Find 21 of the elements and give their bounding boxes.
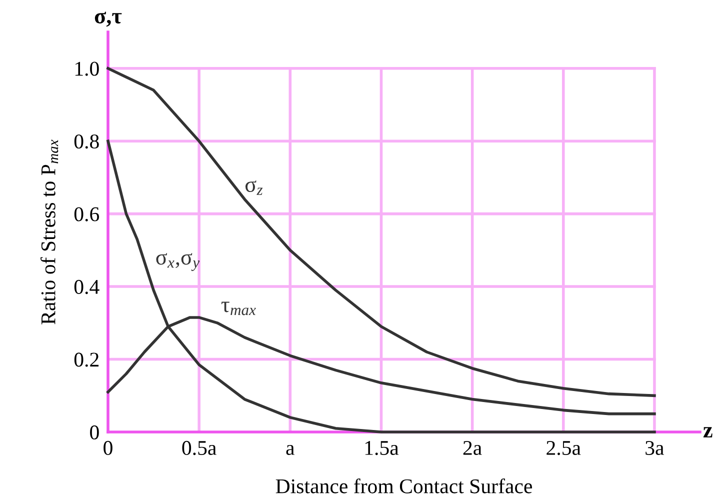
x-tick-label: 0	[104, 440, 112, 455]
y-tick-label: 0.6	[74, 207, 100, 222]
x-tick-label: 1.5a	[365, 441, 399, 456]
y-tick-label: 0.8	[74, 134, 99, 149]
y-tick-label: 0	[90, 425, 99, 440]
x-tick-label: 2a	[463, 440, 482, 455]
series-label: τ$_{max}$	[221, 302, 256, 316]
line-series	[106, 140, 656, 434]
x-tick-label: 3a	[646, 440, 664, 455]
y-tick-label: 1.0	[75, 62, 99, 76]
text: z	[703, 427, 712, 438]
x-tick-label: 0.5a	[182, 440, 216, 456]
y-tick-label: 0.4	[74, 280, 100, 294]
series-label: σ$_{x}$,σ$_{y}$	[156, 253, 200, 271]
x-tick-label: a	[286, 445, 294, 455]
x-axis-title: Distance from Contact Surface	[276, 478, 532, 494]
y-axis-title: Ratio of Stress to P$_{max}$	[40, 140, 58, 324]
y-tick-label: 0.2	[74, 352, 99, 367]
text: σ,τ	[94, 12, 122, 27]
x-tick-label: 2.5a	[546, 440, 581, 456]
series-label: σ$_{z}$	[245, 180, 263, 195]
